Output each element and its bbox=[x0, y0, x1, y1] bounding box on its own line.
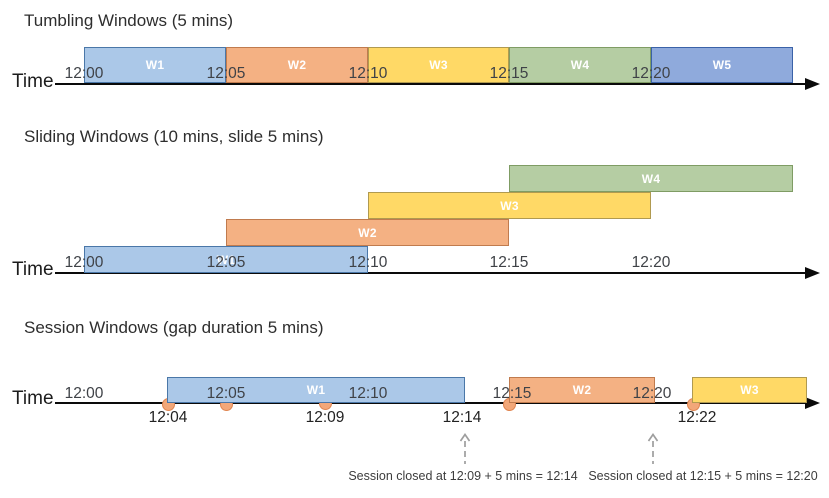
tumbling-window-w3: W3 bbox=[368, 47, 509, 83]
tumbling-window-w5: W5 bbox=[651, 47, 793, 83]
session-closed-note: Session closed at 12:15 + 5 mins = 12:20 bbox=[588, 469, 818, 483]
event-time-label: 12:09 bbox=[305, 409, 345, 426]
tumbling-tick-label: 12:20 bbox=[631, 65, 671, 82]
event-time-label: 12:22 bbox=[677, 409, 717, 426]
session-timeline-axis bbox=[55, 402, 807, 404]
sliding-time-axis-label: Time bbox=[12, 259, 54, 280]
session-window-w3: W3 bbox=[692, 377, 807, 403]
window-label: W2 bbox=[358, 225, 377, 240]
tumbling-window-w2: W2 bbox=[226, 47, 368, 83]
sliding-tick-label: 12:15 bbox=[489, 254, 529, 271]
window-label: W4 bbox=[570, 58, 590, 72]
sliding-timeline-axis bbox=[55, 272, 807, 274]
event-time-label: 12:14 bbox=[442, 409, 482, 426]
session-tick-label: 12:20 bbox=[632, 385, 672, 402]
session-axis-arrowhead-icon bbox=[805, 397, 820, 409]
tumbling-section-title: Tumbling Windows (5 mins) bbox=[24, 11, 234, 30]
sliding-axis-arrowhead-icon bbox=[805, 267, 820, 279]
sliding-tick-label: 12:00 bbox=[64, 254, 104, 271]
tumbling-tick-label: 12:00 bbox=[64, 65, 104, 82]
window-label: W1 bbox=[216, 252, 236, 267]
sliding-window-w1: W1 bbox=[84, 246, 368, 273]
window-label: W3 bbox=[740, 383, 759, 397]
tumbling-time-axis-label: Time bbox=[12, 71, 54, 92]
tumbling-tick-label: 12:15 bbox=[489, 65, 529, 82]
session-section-title: Session Windows (gap duration 5 mins) bbox=[24, 318, 324, 337]
window-label: W1 bbox=[306, 383, 326, 397]
dashed-arrow-icon bbox=[647, 433, 659, 464]
sliding-window-w3: W3 bbox=[368, 192, 651, 219]
sliding-tick-label: 12:20 bbox=[631, 254, 671, 271]
window-label: W3 bbox=[429, 58, 448, 72]
tumbling-tick-label: 12:05 bbox=[206, 65, 246, 82]
tumbling-tick-label: 12:10 bbox=[348, 65, 388, 82]
window-label: W3 bbox=[500, 198, 519, 213]
session-window-w2: W2 bbox=[509, 377, 655, 403]
session-time-axis-label: Time bbox=[12, 388, 54, 409]
tumbling-window-w1: W1 bbox=[84, 47, 226, 83]
session-closed-note: Session closed at 12:09 + 5 mins = 12:14 bbox=[348, 469, 578, 483]
window-label: W2 bbox=[572, 383, 592, 397]
session-tick-label: 12:00 bbox=[64, 385, 104, 402]
session-tick-label: 12:05 bbox=[206, 385, 246, 402]
tumbling-timeline-axis bbox=[55, 83, 807, 85]
window-label: W5 bbox=[712, 58, 732, 72]
session-window-w1: W1 bbox=[167, 377, 465, 403]
tumbling-axis-arrowhead-icon bbox=[805, 78, 820, 90]
sliding-window-w2: W2 bbox=[226, 219, 509, 246]
dashed-arrow-icon bbox=[459, 433, 471, 464]
sliding-tick-label: 12:05 bbox=[206, 254, 246, 271]
tumbling-window-w4: W4 bbox=[509, 47, 651, 83]
window-label: W4 bbox=[641, 171, 661, 186]
session-tick-label: 12:15 bbox=[492, 385, 532, 402]
sliding-tick-label: 12:10 bbox=[348, 254, 388, 271]
sliding-window-w4: W4 bbox=[509, 165, 793, 192]
window-label: W2 bbox=[287, 58, 307, 72]
event-time-label: 12:04 bbox=[148, 409, 188, 426]
window-label: W1 bbox=[145, 58, 165, 72]
sliding-section-title: Sliding Windows (10 mins, slide 5 mins) bbox=[24, 127, 324, 146]
session-tick-label: 12:10 bbox=[348, 385, 388, 402]
